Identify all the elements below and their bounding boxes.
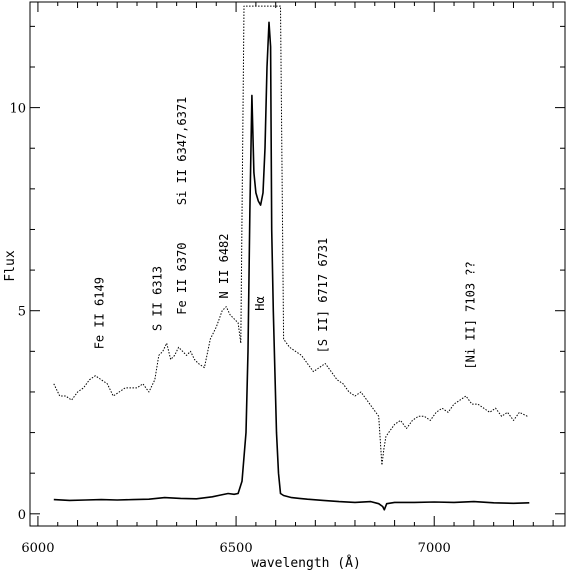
line-annotation: [Ni II] 7103 ?? (464, 261, 478, 369)
y-axis-title: Flux (3, 250, 18, 281)
line-annotation: Fe II 6370 (175, 243, 189, 315)
x-tick-label: 6500 (220, 541, 253, 556)
solid-spectrum-line (53, 21, 530, 511)
line-annotation: S II 6313 (151, 266, 165, 331)
annotation-layer: Fe II 6149 S II 6313 Fe II 6370 Si II 6347,… (92, 97, 477, 370)
y-axis-ticks: 0 5 10 (9, 25, 565, 523)
x-axis-title: wavelength (Å) (251, 555, 361, 571)
y-tick-label: 10 (9, 102, 26, 117)
x-tick-label: 7000 (418, 541, 451, 556)
x-tick-label: 6000 (21, 541, 54, 556)
plot-frame (29, 1, 566, 527)
y-tick-label: 0 (18, 508, 26, 523)
series-layer (53, 5, 530, 511)
dotted-spectrum-line (53, 5, 528, 466)
line-annotation: [S II] 6717 6731 (316, 238, 330, 354)
line-annotation: Fe II 6149 (92, 277, 106, 349)
x-axis-ticks: 6000 6500 7000 (21, 2, 554, 556)
line-annotation: Hα (253, 296, 267, 310)
line-annotation: Si II 6347,6371 (175, 97, 189, 205)
line-annotation: N II 6482 (217, 233, 231, 298)
y-tick-label: 5 (18, 305, 26, 320)
